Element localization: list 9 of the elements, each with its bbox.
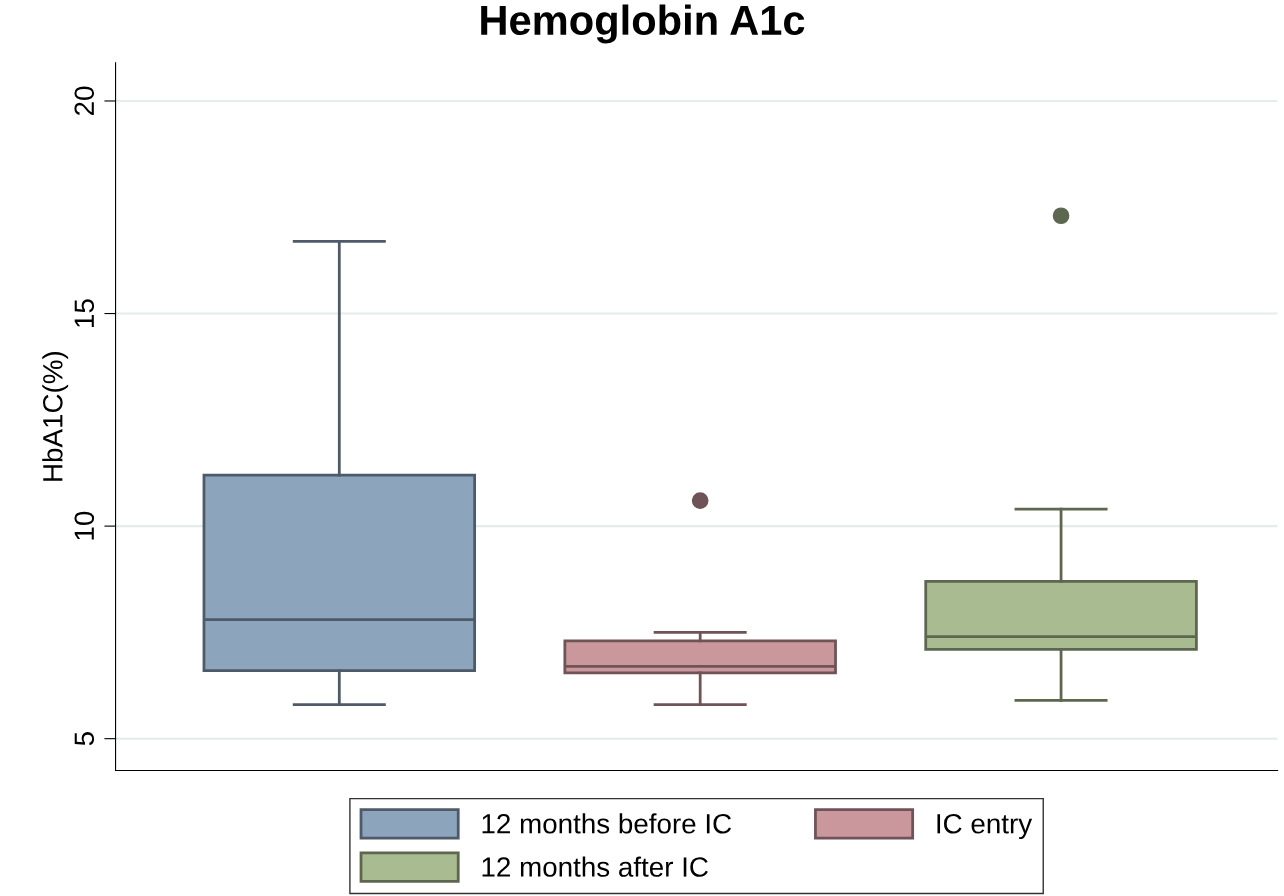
y-tick-label: 5	[74, 732, 95, 746]
chart-title: Hemoglobin A1c	[481, 4, 805, 44]
legend-label: IC entry	[937, 813, 1033, 840]
y-tick-label: 10	[74, 511, 95, 540]
legend-label: 12 months after IC	[482, 856, 708, 877]
y-tick-label: 20	[74, 86, 95, 116]
y-axis-title: HbA1C(%)	[42, 351, 69, 481]
y-tick-label: 15	[74, 299, 95, 327]
legend-label: 12 months before IC	[482, 813, 732, 834]
